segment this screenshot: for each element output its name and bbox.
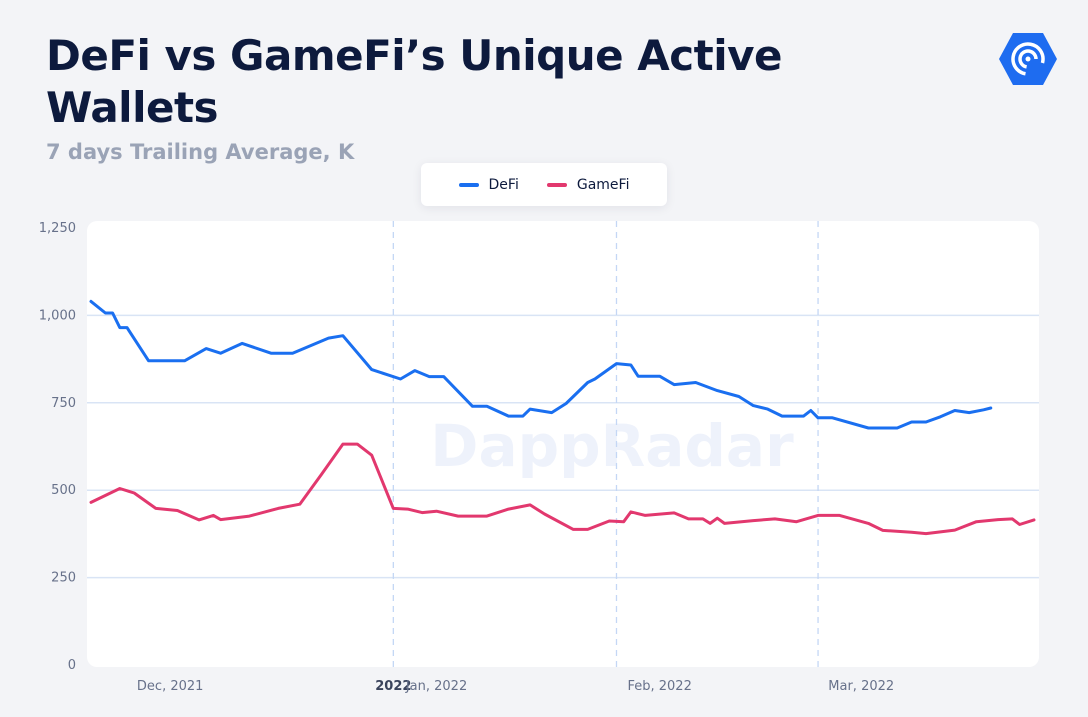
chart-title: DeFi vs GameFi’s Unique Active Wallets: [46, 31, 783, 132]
legend-label-defi: DeFi: [488, 176, 519, 193]
y-tick-label: 1,250: [39, 221, 76, 236]
y-tick-label: 0: [68, 658, 76, 673]
series-line-defi: [89, 299, 993, 430]
x-tick-label: Dec, 2021: [137, 679, 204, 694]
x-tick-label: 2022: [375, 679, 411, 694]
plot-area: [87, 221, 1039, 667]
y-tick-label: 750: [51, 396, 76, 411]
y-tick-label: 1,000: [39, 308, 76, 323]
dappradar-logo-icon: [999, 33, 1057, 85]
series-line-gamefi: [89, 442, 1036, 536]
x-tick-label: Jan, 2022: [405, 679, 467, 694]
legend-item-defi[interactable]: DeFi: [458, 176, 519, 193]
chart-subtitle: 7 days Trailing Average, K: [46, 140, 355, 164]
y-tick-label: 500: [51, 483, 76, 498]
legend-label-gamefi: GameFi: [576, 176, 630, 193]
chart-legend: DeFi GameFi: [421, 163, 667, 206]
watermark-text: DappRadar: [430, 412, 794, 480]
y-tick-label: 250: [51, 571, 76, 586]
x-tick-label: Feb, 2022: [627, 679, 691, 694]
legend-swatch-defi: [458, 182, 479, 187]
x-tick-label: Mar, 2022: [828, 679, 894, 694]
legend-swatch-gamefi: [546, 182, 567, 187]
legend-item-gamefi[interactable]: GameFi: [546, 176, 630, 193]
